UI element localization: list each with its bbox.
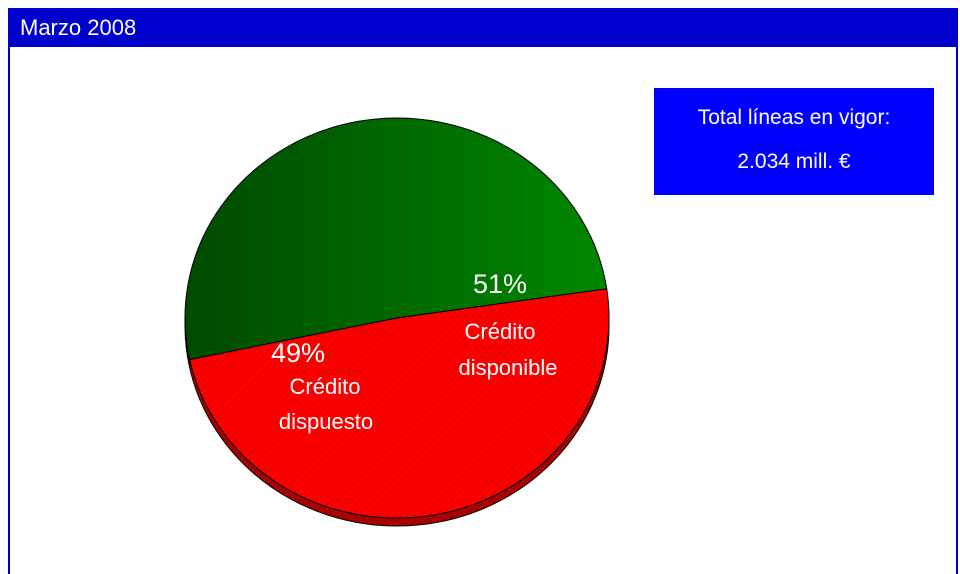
chart-frame: Marzo 2008 51% Crédito disponible 49% Crédit…	[8, 8, 958, 574]
pie-chart: 51% Crédito disponible 49% Crédito dispuesto	[184, 117, 610, 527]
total-lines-label: Total líneas en vigor:	[697, 106, 891, 129]
pie-slice-credito-disponible	[184, 117, 608, 361]
pie-percent-credito-dispuesto: 49%	[271, 338, 325, 368]
total-lines-value: 2.034 mill. €	[737, 150, 851, 173]
pie-label-line2-credito-disponible: disponible	[458, 355, 557, 380]
pie-label-line1-credito-disponible: Crédito	[465, 319, 536, 344]
page-title: Marzo 2008	[10, 8, 956, 47]
pie-percent-credito-disponible: 51%	[473, 269, 527, 299]
pie-label-line1-credito-dispuesto: Crédito	[290, 374, 361, 399]
pie-slice-credito-dispuesto	[189, 288, 610, 519]
pie-label-line2-credito-dispuesto: dispuesto	[279, 409, 373, 434]
total-lines-box: Total líneas en vigor: 2.034 mill. €	[654, 88, 934, 195]
